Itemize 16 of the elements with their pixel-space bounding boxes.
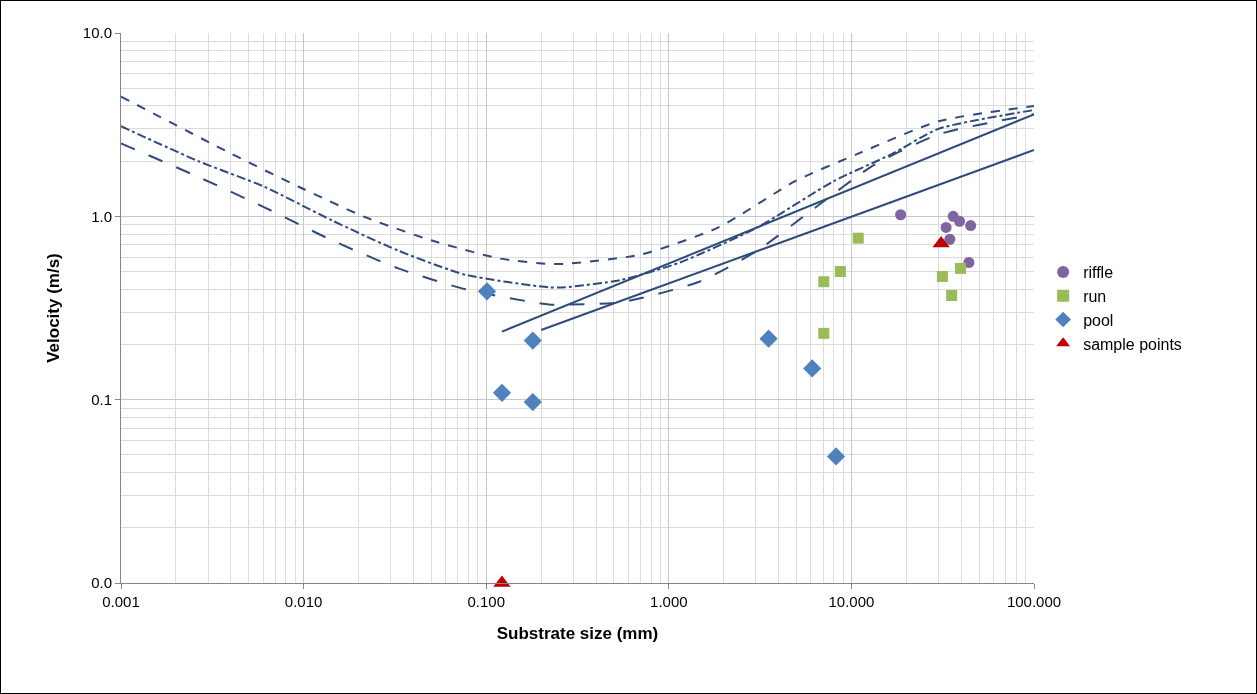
y-tick-label: 1.0 xyxy=(91,207,112,225)
legend-label: sample points xyxy=(1083,335,1182,353)
legend-label: riffle xyxy=(1083,264,1114,282)
x-tick-label: 0.001 xyxy=(102,593,140,610)
legend-label: run xyxy=(1083,287,1107,305)
x-tick-label: 1.000 xyxy=(650,593,688,610)
x-tick-label: 100.000 xyxy=(1006,593,1062,610)
x-tick-label: 0.100 xyxy=(467,593,505,610)
x-axis-title: Substrate size (mm) xyxy=(496,624,659,644)
y-tick-label: 10.0 xyxy=(82,24,112,42)
x-tick-label: 0.010 xyxy=(284,593,323,610)
y-tick-label: 0.0 xyxy=(91,574,112,592)
x-tick-label: 10.000 xyxy=(828,593,875,610)
y-axis-title: Velocity (m/s) xyxy=(44,253,64,363)
legend-label: pool xyxy=(1083,311,1114,329)
y-tick-label: 0.1 xyxy=(91,390,112,408)
